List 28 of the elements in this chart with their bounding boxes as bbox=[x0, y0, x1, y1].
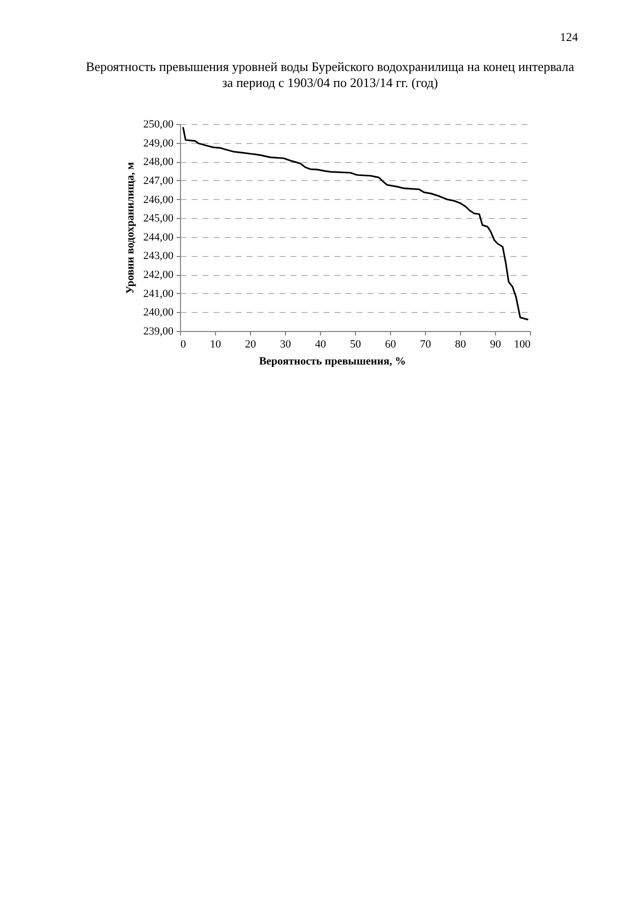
x-tick-label: 90 bbox=[490, 338, 502, 350]
y-tick-label: 243,00 bbox=[143, 250, 174, 262]
y-tick-label: 241,00 bbox=[143, 288, 174, 300]
text: 124 bbox=[560, 30, 578, 45]
x-tick-label: 30 bbox=[280, 338, 292, 350]
x-tick-label: 20 bbox=[245, 338, 256, 350]
x-tick-label: 10 bbox=[210, 338, 222, 350]
x-tick-label: 0 bbox=[180, 338, 186, 350]
y-tick-label: 245,00 bbox=[143, 212, 174, 225]
x-tick-label: 50 bbox=[350, 338, 362, 350]
x-tick-label: 80 bbox=[455, 338, 466, 350]
y-tick-label: 244,00 bbox=[143, 231, 174, 244]
y-tick-label: 246,00 bbox=[143, 194, 174, 206]
x-tick-label: 60 bbox=[385, 338, 396, 350]
x-tick-label: 70 bbox=[420, 338, 432, 350]
chart-title: Вероятность превышения уровней воды Бурейского водохранилища на конец интервала за период с 1903/04 по 2013/14 гг. (год) bbox=[86, 59, 574, 90]
line-series bbox=[182, 126, 528, 320]
y-tick-label: 249,00 bbox=[143, 137, 174, 150]
x-tick-label: 40 bbox=[315, 338, 326, 350]
y-tick-label: 250,00 bbox=[143, 118, 174, 130]
y-tick-label: 240,00 bbox=[143, 306, 174, 319]
x-tick-label: 100 bbox=[514, 338, 531, 350]
y-axis-title: Уровни водохранилища, м bbox=[124, 162, 136, 294]
y-tick-label: 247,00 bbox=[143, 174, 174, 187]
y-tick-label: 239,00 bbox=[143, 326, 174, 338]
y-tick-label: 248,00 bbox=[143, 156, 174, 168]
y-tick-label: 242,00 bbox=[143, 269, 174, 282]
x-axis-title: Вероятность превышения, % bbox=[259, 356, 406, 368]
